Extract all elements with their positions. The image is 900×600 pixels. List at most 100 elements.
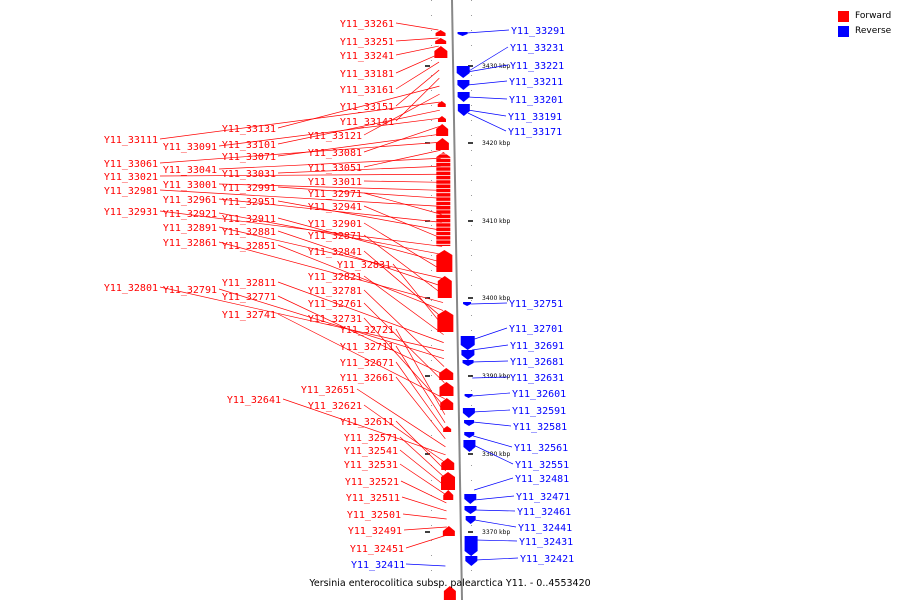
guide-dot: [471, 105, 472, 106]
guide-dot: [431, 555, 432, 556]
forward-gene-mark: [441, 458, 455, 470]
forward-callout-line: [363, 205, 443, 239]
forward-gene-label: Y11_33261: [340, 19, 394, 30]
reverse-gene-label: Y11_32631: [510, 373, 564, 384]
forward-gene-label: Y11_32771: [222, 292, 276, 303]
guide-dot: [431, 450, 432, 451]
reverse-gene-label: Y11_32431: [519, 537, 573, 548]
reverse-gene-mark: [462, 360, 474, 366]
guide-dot: [431, 405, 432, 406]
forward-callout-line: [277, 313, 445, 400]
guide-dot: [471, 270, 472, 271]
guide-dot: [471, 390, 472, 391]
forward-gene-label: Y11_33101: [222, 140, 276, 151]
forward-gene-label: Y11_33141: [340, 117, 394, 128]
reverse-gene-label: Y11_33191: [508, 112, 562, 123]
scale-label: 3420 kbp: [482, 140, 510, 147]
reverse-gene-label: Y11_33171: [508, 127, 562, 138]
reverse-gene-label: Y11_33211: [509, 77, 563, 88]
forward-callout-line: [399, 436, 447, 480]
reverse-gene-mark: [464, 432, 475, 438]
forward-gene-label: Y11_32841: [308, 247, 362, 258]
forward-gene-mark: [443, 490, 454, 500]
guide-dot: [471, 585, 472, 586]
reverse-gene-label: Y11_32691: [510, 341, 564, 352]
reverse-gene-mark: [457, 32, 468, 36]
forward-gene-label: Y11_32971: [308, 189, 362, 200]
forward-gene-label: Y11_32941: [308, 202, 362, 213]
reverse-callout-line: [467, 96, 508, 100]
guide-dot: [471, 180, 472, 181]
guide-dot: [431, 585, 432, 586]
forward-callout-line: [395, 69, 440, 107]
forward-callout-line: [159, 210, 443, 247]
forward-gene-label: Y11_33071: [222, 152, 276, 163]
forward-gene-mark: [443, 426, 452, 432]
forward-callout-line: [395, 376, 446, 440]
guide-dot: [471, 120, 472, 121]
guide-dot: [431, 225, 432, 226]
reverse-callout-line: [472, 409, 511, 413]
forward-callout-line: [363, 234, 444, 295]
guide-dot: [431, 165, 432, 166]
guide-dot: [431, 120, 432, 121]
forward-gene-mark: [437, 276, 452, 298]
forward-gene-mark: [437, 101, 446, 107]
reverse-callout-line: [475, 557, 519, 561]
forward-gene-label: Y11_33091: [163, 142, 217, 153]
forward-gene-mark: [435, 138, 449, 150]
guide-dot: [431, 90, 432, 91]
forward-callout-line: [218, 226, 443, 279]
guide-dot: [431, 570, 432, 571]
legend-item-forward: Forward: [838, 9, 891, 23]
reverse-callout-line: [472, 360, 509, 363]
guide-dot: [431, 435, 432, 436]
forward-gene-label: Y11_32881: [222, 227, 276, 238]
forward-callout-line: [395, 37, 439, 42]
guide-dot: [431, 210, 432, 211]
reverse-gene-label: Y11_33231: [510, 43, 564, 54]
reverse-callout-line: [472, 376, 509, 379]
forward-gene-label: Y11_32511: [346, 493, 400, 504]
reverse-gene-label: Y11_32751: [509, 299, 563, 310]
guide-dot: [471, 525, 472, 526]
guide-dot: [471, 315, 472, 316]
forward-gene-label: Y11_33001: [163, 180, 217, 191]
forward-callout-line: [159, 173, 441, 177]
forward-callout-line: [399, 463, 447, 496]
guide-dot: [471, 75, 472, 76]
scale-label: 3380 kbp: [482, 451, 510, 458]
forward-gene-label: Y11_33051: [308, 163, 362, 174]
forward-gene-label: Y11_32521: [345, 477, 399, 488]
forward-callout-line: [159, 101, 440, 140]
forward-gene-label: Y11_33121: [308, 131, 362, 142]
forward-gene-mark: [439, 382, 454, 396]
forward-callout-line: [277, 165, 441, 174]
forward-callout-line: [277, 230, 443, 287]
reverse-callout-line: [472, 421, 512, 427]
guide-dot: [431, 345, 432, 346]
guide-dot: [471, 240, 472, 241]
reverse-gene-label: Y11_32681: [510, 357, 564, 368]
guide-dot: [431, 510, 432, 511]
forward-gene-label: Y11_32851: [222, 241, 276, 252]
reverse-gene-mark: [460, 336, 475, 350]
guide-dot: [471, 570, 472, 571]
reverse-gene-label: Y11_32581: [513, 422, 567, 433]
guide-dot: [431, 105, 432, 106]
reverse-gene-label: Y11_32601: [512, 389, 566, 400]
forward-gene-mark: [442, 526, 455, 536]
guide-dot: [471, 465, 472, 466]
forward-callout-line: [277, 200, 442, 231]
forward-gene-label: Y11_32721: [340, 325, 394, 336]
guide-dot: [471, 330, 472, 331]
reverse-genes-group: [456, 32, 478, 566]
reverse-gene-label: Y11_32561: [514, 443, 568, 454]
labels-group: Y11_33261 Y11_33251 Y11_33241 Y11_33181 Y11_…: [104, 19, 574, 571]
forward-callout-line: [218, 183, 442, 191]
forward-gene-label: Y11_32671: [340, 358, 394, 369]
forward-gene-label: Y11_32611: [340, 417, 394, 428]
forward-gene-label: Y11_33081: [308, 148, 362, 159]
reverse-gene-mark: [464, 420, 475, 426]
reverse-gene-mark: [457, 104, 470, 116]
